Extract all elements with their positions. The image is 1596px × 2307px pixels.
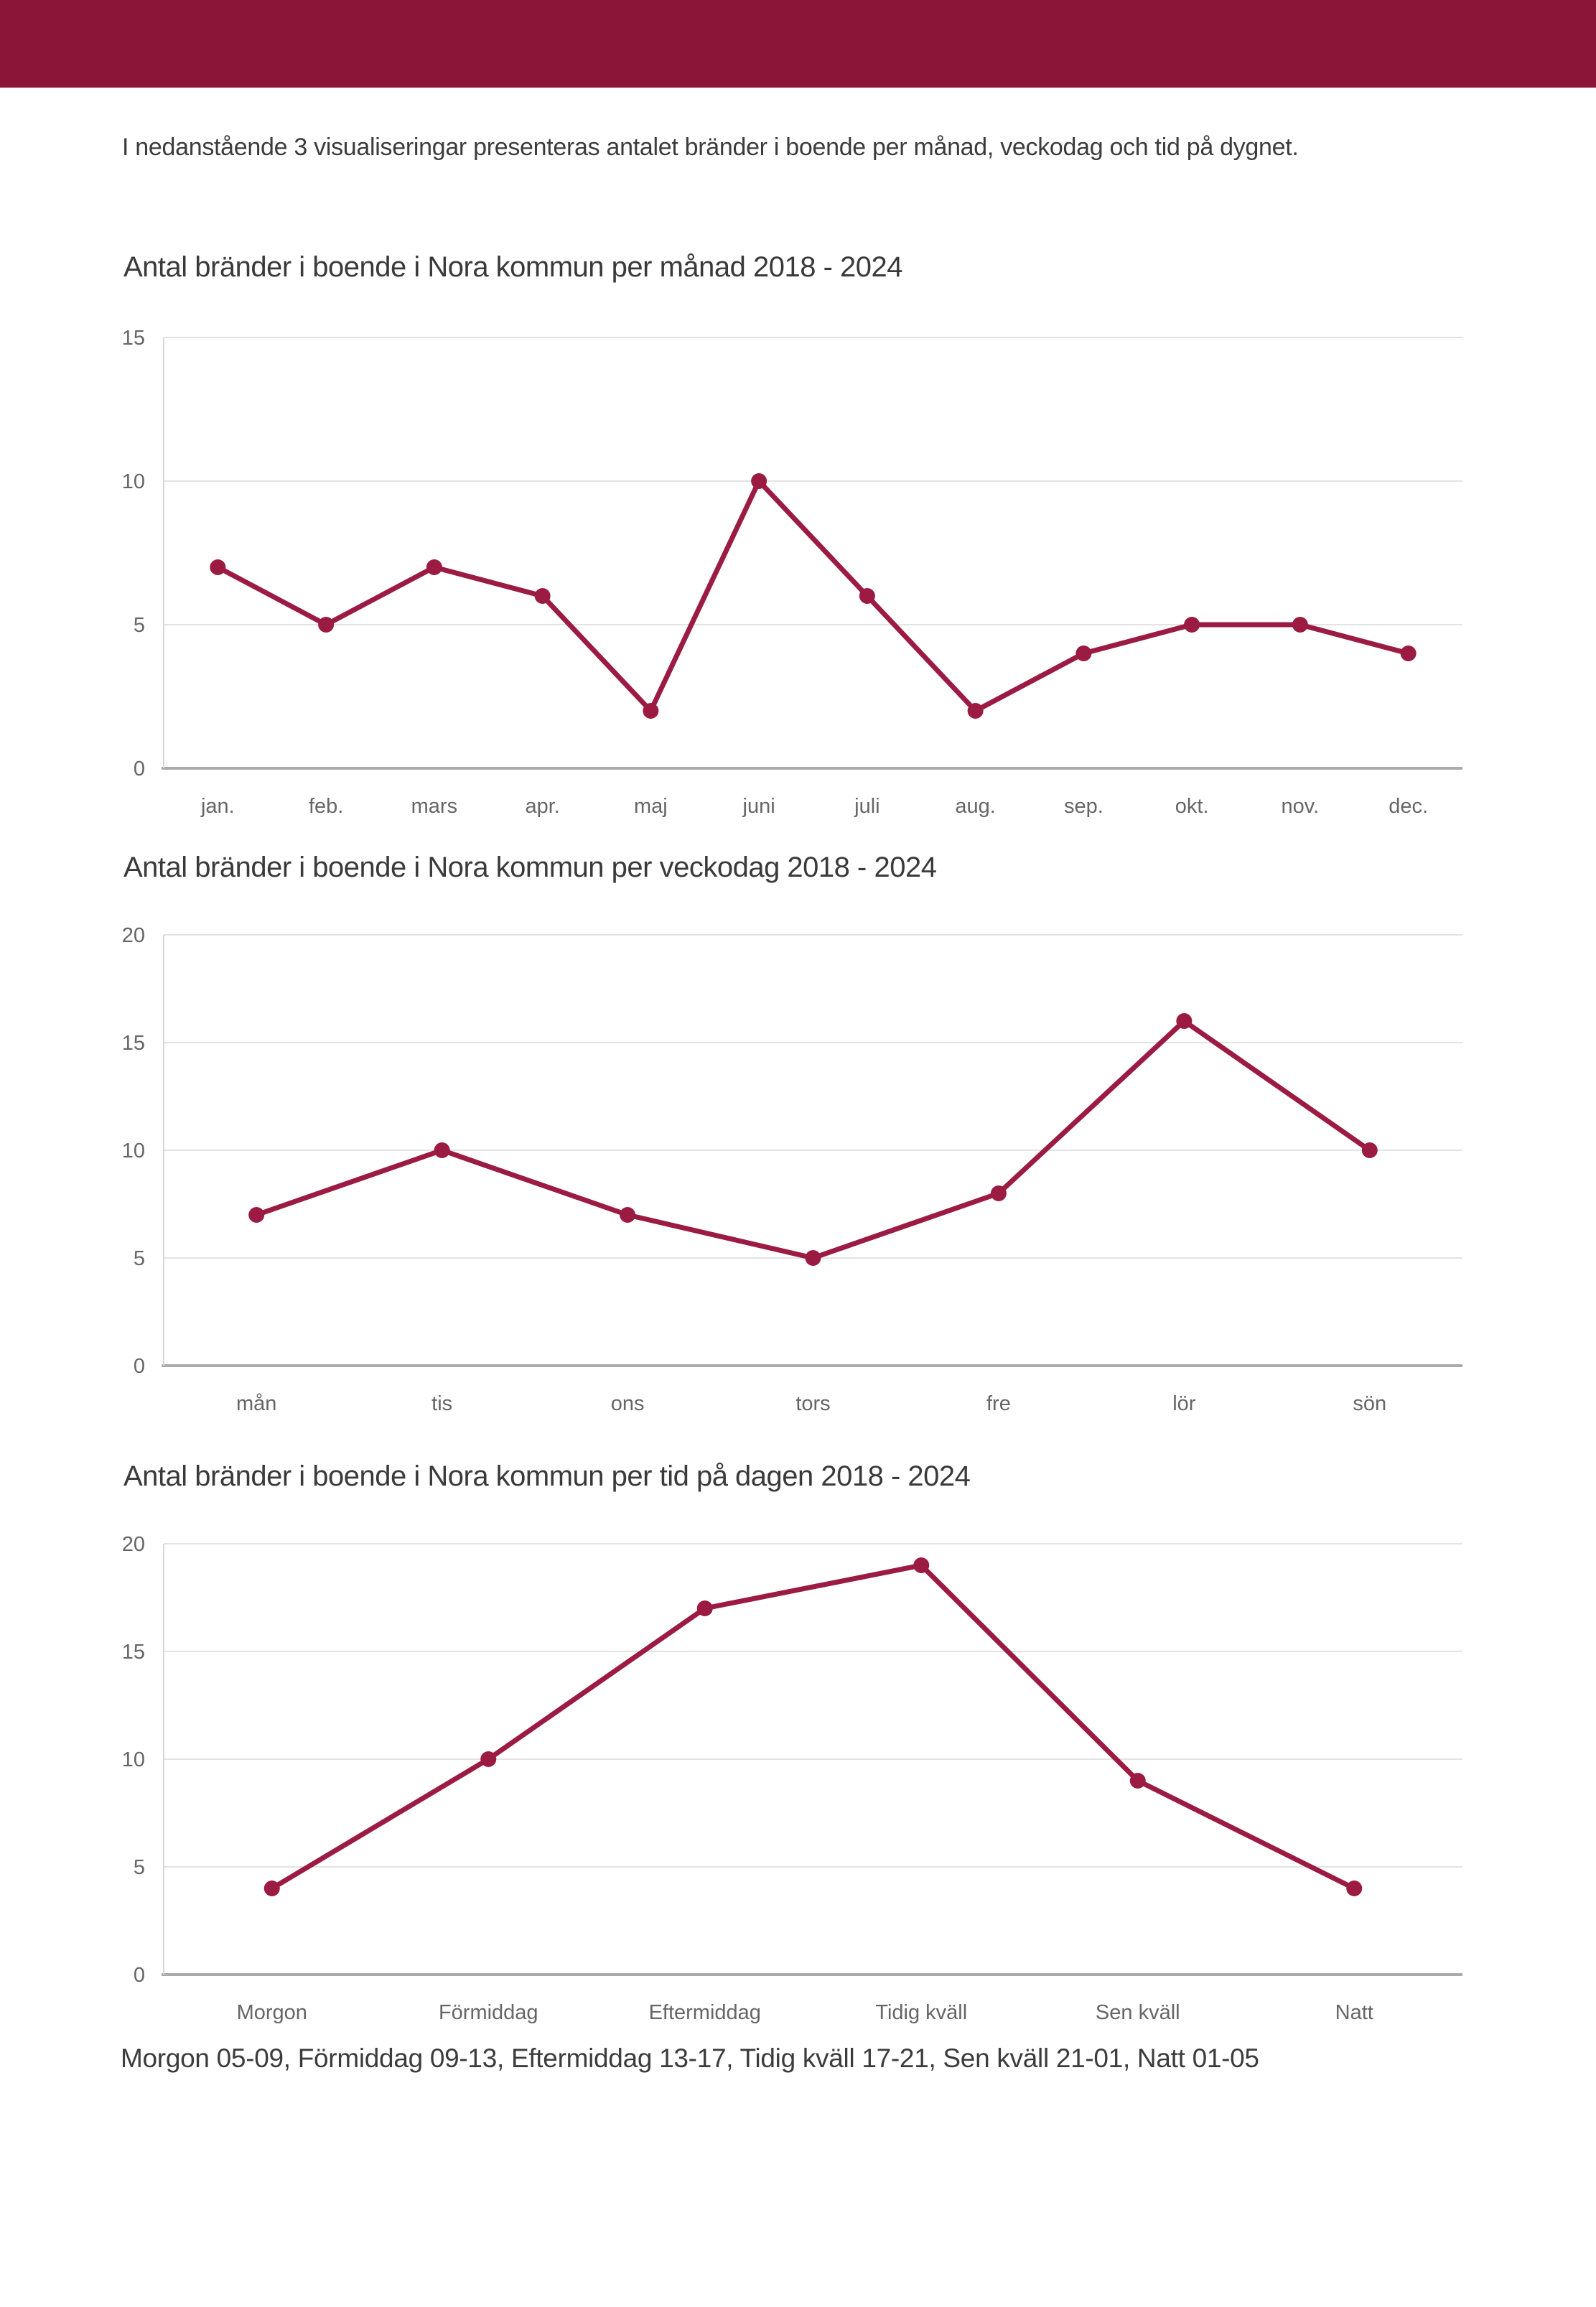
data-point-marker	[913, 1557, 930, 1573]
x-tick-label: sep.	[1064, 795, 1103, 818]
data-point-marker	[480, 1751, 497, 1767]
y-tick-label: 10	[122, 470, 145, 493]
x-tick-label: juli	[854, 795, 879, 818]
data-point-marker	[643, 703, 659, 719]
y-tick-label: 10	[122, 1748, 145, 1771]
x-tick-label: maj	[634, 795, 668, 818]
line-chart-per-veckodag: 0 5 10 15 20 mån tis ons tors fre lör sön	[122, 924, 1462, 1415]
data-point-marker	[1129, 1773, 1146, 1789]
x-tick-label: aug.	[955, 795, 995, 818]
data-point-marker	[859, 588, 875, 604]
data-point-marker	[990, 1185, 1007, 1201]
x-tick-label: sön	[1353, 1392, 1386, 1415]
data-point-marker	[210, 559, 226, 575]
y-tick-label: 5	[134, 1247, 145, 1270]
x-tick-label: tis	[431, 1392, 452, 1415]
data-point-marker	[1346, 1880, 1363, 1896]
y-tick-label: 0	[134, 1964, 145, 1987]
y-tick-label: 20	[122, 924, 145, 947]
y-tick-label: 0	[134, 1355, 145, 1378]
data-point-marker	[1176, 1013, 1193, 1029]
line-chart-per-manad: 0 5 10 15 jan. feb. mars apr. maj juni juli aug. sep…	[122, 327, 1462, 818]
x-tick-label: jan.	[200, 795, 235, 818]
x-tick-label: fre	[986, 1392, 1011, 1415]
y-tick-label: 0	[134, 758, 145, 780]
series-line	[215, 478, 1411, 714]
x-tick-label: Natt	[1335, 2001, 1373, 2024]
line-chart-per-tid-pa-dagen: 0 5 10 15 20 Morgon Förmiddag Eftermiddag Tidig …	[122, 1533, 1462, 2024]
data-point-marker	[426, 559, 442, 575]
data-point-marker	[1075, 646, 1092, 661]
x-tick-label: mars	[411, 795, 457, 818]
data-point-marker	[805, 1250, 821, 1266]
x-tick-label: apr.	[525, 795, 559, 818]
y-tick-label: 5	[134, 614, 145, 637]
data-point-marker	[248, 1207, 265, 1223]
x-tick-label: tors	[795, 1392, 830, 1415]
x-tick-label: Morgon	[237, 2001, 307, 2024]
chart-title-per-manad: Antal bränder i boende i Nora kommun per…	[123, 251, 903, 283]
x-tick-label: juni	[742, 795, 775, 818]
x-tick-label: Sen kväll	[1096, 2001, 1180, 2024]
data-point-marker	[434, 1142, 450, 1158]
data-point-marker	[696, 1600, 713, 1616]
x-tick-label: okt.	[1175, 795, 1209, 818]
chart-title-per-veckodag: Antal bränder i boende i Nora kommun per…	[123, 852, 937, 883]
x-tick-label: mån	[236, 1392, 276, 1415]
series-line	[269, 1562, 1357, 1891]
y-tick-label: 20	[122, 1533, 145, 1556]
y-tick-label: 5	[134, 1856, 145, 1879]
data-point-marker	[318, 617, 335, 633]
x-tick-label: feb.	[309, 795, 343, 818]
series-line	[253, 1018, 1373, 1261]
data-point-marker	[751, 473, 767, 489]
data-point-marker	[967, 703, 984, 719]
x-tick-label: Eftermiddag	[649, 2001, 761, 2024]
x-tick-label: ons	[611, 1392, 645, 1415]
y-tick-label: 15	[122, 1032, 145, 1055]
x-tick-label: dec.	[1389, 795, 1428, 818]
data-point-marker	[1292, 617, 1308, 633]
y-tick-label: 15	[122, 1641, 145, 1664]
x-tick-label: Tidig kväll	[875, 2001, 967, 2024]
header-banner	[0, 0, 1596, 88]
data-point-marker	[534, 588, 551, 604]
data-point-marker	[1361, 1142, 1378, 1158]
chart-title-per-tid-pa-dagen: Antal bränder i boende i Nora kommun per…	[123, 1460, 971, 1492]
intro-text: I nedanstående 3 visualiseringar present…	[122, 134, 1299, 161]
data-point-marker	[1400, 646, 1417, 661]
x-tick-label: lör	[1172, 1392, 1196, 1415]
footer-note: Morgon 05-09, Förmiddag 09-13, Eftermidd…	[121, 2043, 1259, 2073]
y-tick-label: 15	[122, 327, 145, 350]
data-point-marker	[620, 1207, 636, 1223]
data-point-marker	[1184, 617, 1200, 633]
x-tick-label: Förmiddag	[439, 2001, 538, 2024]
x-tick-label: nov.	[1282, 795, 1320, 818]
y-tick-label: 10	[122, 1139, 145, 1162]
data-point-marker	[263, 1880, 280, 1896]
